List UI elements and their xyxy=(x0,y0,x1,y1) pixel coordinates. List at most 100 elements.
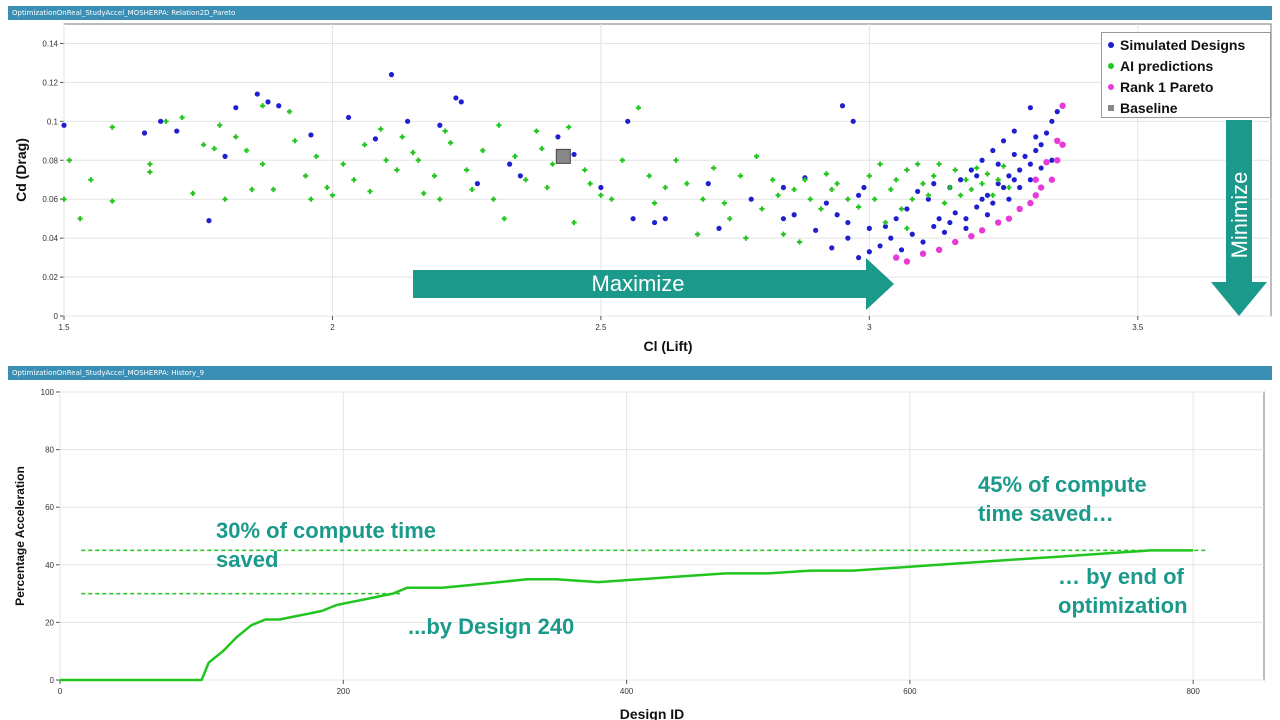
simulated-point xyxy=(1038,165,1044,171)
simulated-point xyxy=(458,99,464,105)
ai-prediction-point xyxy=(807,196,813,202)
ai-prediction-point xyxy=(109,198,115,204)
ai-prediction-point xyxy=(635,105,642,111)
simulated-point xyxy=(388,72,395,78)
ai-prediction-point xyxy=(587,181,593,187)
ai-prediction-point xyxy=(823,171,829,177)
simulated-point xyxy=(974,173,980,179)
y-tick-label: 80 xyxy=(45,446,54,455)
ai-prediction-point xyxy=(431,173,438,179)
ai-prediction-point xyxy=(447,140,454,146)
ai-prediction-point xyxy=(566,124,572,130)
simulated-point xyxy=(866,225,872,231)
annotation-end-line2: optimization xyxy=(1058,593,1188,618)
simulated-point xyxy=(276,103,282,109)
ai-prediction-point xyxy=(249,186,255,193)
ai-prediction-point xyxy=(990,192,996,198)
ai-prediction-point xyxy=(490,196,497,202)
simulated-point xyxy=(1006,173,1012,179)
simulated-point xyxy=(1027,161,1033,167)
simulated-point xyxy=(61,122,67,128)
ai-prediction-point xyxy=(791,186,797,193)
simulated-point xyxy=(254,91,260,97)
ai-prediction-point xyxy=(646,173,652,179)
simulated-point xyxy=(855,255,862,261)
ai-prediction-point xyxy=(979,181,985,187)
simulated-point xyxy=(839,103,846,109)
ai-prediction-point xyxy=(694,231,701,237)
simulated-point xyxy=(1049,118,1055,124)
y-tick-label: 0.06 xyxy=(42,195,58,204)
y-tick-label: 60 xyxy=(45,503,54,512)
ai-prediction-point xyxy=(421,190,427,196)
simulated-point xyxy=(1033,147,1039,154)
ai-prediction-point xyxy=(292,138,298,144)
ai-prediction-point xyxy=(898,206,905,212)
simulated-point xyxy=(662,216,668,222)
maximize-label: Maximize xyxy=(592,271,685,296)
ai-prediction-point xyxy=(378,126,384,132)
ai-prediction-point xyxy=(61,196,67,202)
ai-prediction-point xyxy=(700,196,706,202)
annotation-30-percent: 30% of compute time saved xyxy=(216,516,436,574)
ai-prediction-point xyxy=(88,177,94,183)
ai-prediction-point xyxy=(147,161,153,167)
ai-prediction-point xyxy=(329,192,336,198)
legend-item-baseline: Baseline xyxy=(1108,98,1178,118)
pareto-point xyxy=(1059,102,1066,109)
legend-item-simulated: Simulated Designs xyxy=(1108,35,1245,55)
ai-prediction-point xyxy=(925,192,931,198)
ai-prediction-point xyxy=(947,184,953,191)
y-tick-label: 0.04 xyxy=(42,234,58,243)
simulated-point xyxy=(1054,109,1060,115)
pareto-point xyxy=(1016,205,1023,213)
x-tick-label: 1.5 xyxy=(58,323,70,332)
ai-prediction-point xyxy=(909,196,915,202)
simulated-point xyxy=(1043,130,1050,136)
ai-prediction-point xyxy=(437,196,443,202)
simulated-point xyxy=(882,223,889,230)
ai-prediction-point xyxy=(775,192,781,198)
ai-prediction-point xyxy=(1006,184,1012,191)
annotation-design-240: ...by Design 240 xyxy=(408,614,575,639)
simulated-point xyxy=(1027,177,1033,183)
y-tick-label: 0 xyxy=(50,676,55,685)
ai-prediction-point xyxy=(818,206,824,212)
y-tick-label: 0.08 xyxy=(42,156,58,165)
ai-prediction-point xyxy=(893,177,899,183)
simulated-point xyxy=(904,206,910,212)
x-axis-title: Cl (Lift) xyxy=(644,338,693,354)
simulated-point xyxy=(915,188,921,195)
ai-prediction-point xyxy=(931,173,937,179)
simulated-point xyxy=(984,212,991,218)
y-tick-label: 0.12 xyxy=(42,78,58,87)
simulated-point xyxy=(834,212,840,218)
maximize-arrow-shape xyxy=(413,258,894,310)
y-tick-label: 40 xyxy=(45,561,54,570)
ai-prediction-point xyxy=(866,173,872,179)
simulated-point xyxy=(995,181,1001,187)
simulated-point xyxy=(1017,167,1023,173)
simulated-point xyxy=(931,181,937,187)
ai-prediction-point xyxy=(442,128,448,134)
ai-prediction-point xyxy=(415,157,421,163)
ai-prediction-point xyxy=(394,167,400,173)
ai-prediction-point xyxy=(179,114,185,121)
legend-marker-pareto xyxy=(1108,84,1114,90)
ai-prediction-point xyxy=(496,122,502,128)
ai-prediction-point xyxy=(147,169,153,175)
simulated-point xyxy=(474,181,481,187)
ai-prediction-point xyxy=(984,171,991,177)
ai-prediction-point xyxy=(260,161,266,167)
x-tick-label: 3 xyxy=(867,323,872,332)
simulated-point xyxy=(571,151,577,158)
ai-prediction-point xyxy=(920,181,926,187)
x-tick-label: 600 xyxy=(903,687,917,696)
ai-prediction-point xyxy=(308,196,314,202)
simulated-point xyxy=(941,229,948,235)
ai-prediction-point xyxy=(759,206,765,212)
simulated-point xyxy=(507,161,513,167)
ai-prediction-point xyxy=(872,196,878,202)
ai-prediction-point xyxy=(721,200,727,206)
pareto-point xyxy=(1048,176,1056,183)
